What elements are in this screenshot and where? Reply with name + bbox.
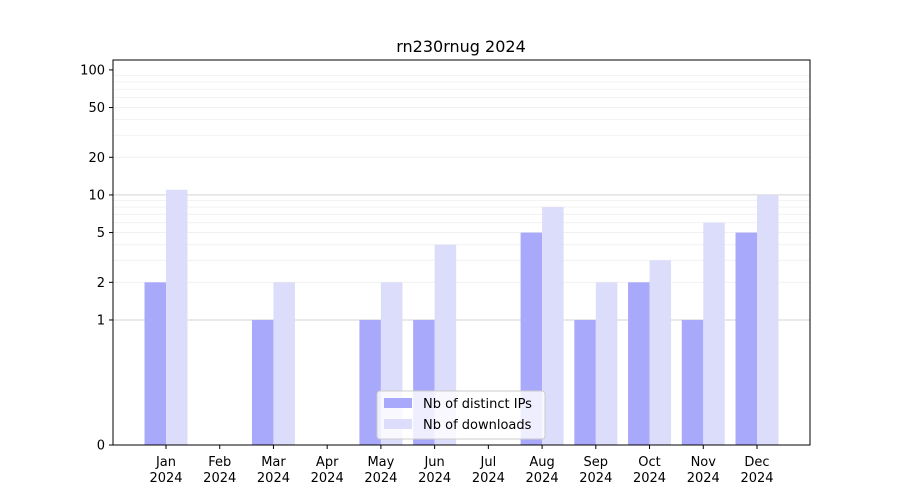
y-tick-label: 50 <box>88 101 105 116</box>
bar-downloads-sep <box>595 282 618 445</box>
legend-swatch <box>384 398 412 408</box>
legend-label: Nb of distinct IPs <box>423 397 532 412</box>
x-tick-label-month: Dec <box>744 455 769 470</box>
x-tick-label-month: Apr <box>316 455 339 470</box>
bar-downloads-mar <box>273 282 295 445</box>
chart-title: rn230rnug 2024 <box>396 37 526 56</box>
plot-frame <box>112 59 811 446</box>
x-tick-label-year: 2024 <box>526 471 559 486</box>
x-tick-label-year: 2024 <box>149 471 182 486</box>
bars <box>144 189 779 445</box>
bar-downloads-jan <box>166 189 188 445</box>
legend: Nb of distinct IPs Nb of downloads <box>376 390 546 440</box>
bar-downloads-nov <box>703 222 725 445</box>
y-tick-label: 5 <box>97 226 105 241</box>
x-tick-label-month: Jan <box>155 455 176 470</box>
x-tick-label-year: 2024 <box>740 471 773 486</box>
bar-distinct-ips-sep <box>574 319 596 445</box>
x-tick-label-year: 2024 <box>472 471 505 486</box>
x-tick-label-month: Feb <box>208 455 231 470</box>
x-tick-label-month: May <box>367 455 394 470</box>
y-axis: 0 1 2 5 10 20 50 100 <box>80 63 113 454</box>
y-tick-label: 0 <box>97 439 105 454</box>
bar-downloads-oct <box>649 260 672 445</box>
legend-swatch <box>384 419 412 429</box>
x-tick-label-year: 2024 <box>633 471 666 486</box>
x-tick-label-year: 2024 <box>364 471 397 486</box>
legend-label: Nb of downloads <box>423 418 532 433</box>
bar-distinct-ips-mar <box>251 319 274 445</box>
y-tick-label: 2 <box>97 276 105 291</box>
y-tick-label: 20 <box>88 151 105 166</box>
x-tick-label-year: 2024 <box>579 471 612 486</box>
x-tick-label-month: Jul <box>480 455 497 470</box>
x-tick-label-year: 2024 <box>203 471 236 486</box>
x-tick-label-year: 2024 <box>687 471 720 486</box>
x-tick-label-year: 2024 <box>311 471 344 486</box>
bar-distinct-ips-jan <box>144 282 166 445</box>
x-tick-label-month: Aug <box>529 455 554 470</box>
y-tick-label: 100 <box>80 63 105 78</box>
bar-distinct-ips-may <box>359 319 381 445</box>
x-tick-label-month: Jun <box>423 455 444 470</box>
bar-distinct-ips-oct <box>628 282 650 445</box>
x-tick-label-year: 2024 <box>418 471 451 486</box>
bar-distinct-ips-nov <box>681 319 704 445</box>
x-tick-label-year: 2024 <box>257 471 290 486</box>
bar-downloads-dec <box>757 194 779 445</box>
x-axis: Jan2024Feb2024Mar2024Apr2024May2024Jun20… <box>149 445 774 486</box>
bar-distinct-ips-dec <box>735 232 757 445</box>
x-tick-label-month: Nov <box>691 455 717 470</box>
y-tick-label: 1 <box>97 313 105 328</box>
legend-box <box>376 390 546 440</box>
bar-downloads-aug <box>542 207 564 445</box>
y-tick-label: 10 <box>88 188 105 203</box>
x-tick-label-month: Sep <box>584 455 609 470</box>
x-tick-label-month: Oct <box>638 455 660 470</box>
x-tick-label-month: Mar <box>261 455 286 470</box>
